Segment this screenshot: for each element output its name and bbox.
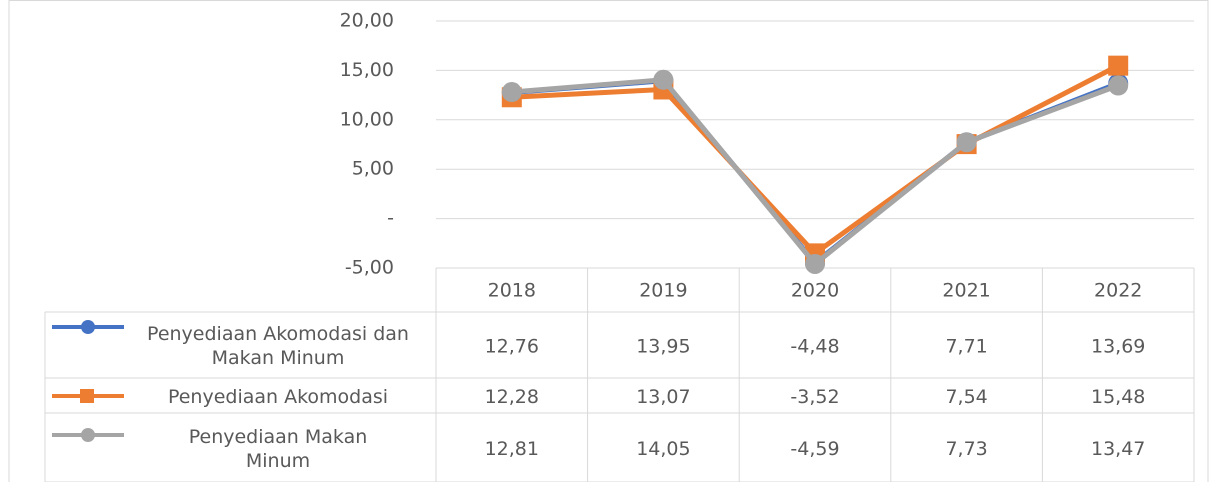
table-value: 12,81 bbox=[485, 438, 539, 460]
series-line bbox=[511, 77, 1120, 267]
table-value: 13,95 bbox=[636, 336, 690, 358]
chart-frame bbox=[8, 0, 1209, 482]
table-value: -3,52 bbox=[790, 386, 839, 408]
legend-entry: Penyediaan Akomodasi dan Makan Minum bbox=[147, 323, 409, 369]
x-tick-label: 2021 bbox=[942, 280, 990, 302]
table-value: 7,54 bbox=[945, 386, 987, 408]
table-value: 13,07 bbox=[636, 386, 690, 408]
table-value: 12,76 bbox=[485, 336, 539, 358]
table-value: 13,47 bbox=[1091, 438, 1145, 460]
y-tick-label: - bbox=[387, 207, 394, 229]
legend-entry: Penyediaan Akomodasi bbox=[167, 385, 389, 408]
x-tick-label: 2018 bbox=[488, 280, 536, 302]
series-line bbox=[511, 63, 1120, 256]
x-tick-label: 2019 bbox=[639, 280, 687, 302]
marker bbox=[1108, 55, 1129, 76]
marker bbox=[501, 82, 522, 103]
x-tick-label: 2020 bbox=[791, 280, 839, 302]
series-line bbox=[511, 78, 1120, 266]
table-value: 15,48 bbox=[1091, 386, 1145, 408]
legend-label: Penyediaan Makan Minum bbox=[188, 425, 368, 472]
y-tick-label: -5,00 bbox=[345, 257, 394, 279]
table-value: -4,59 bbox=[790, 438, 839, 460]
y-tick-label: 5,00 bbox=[352, 158, 394, 180]
legend-marker bbox=[80, 389, 94, 403]
table-value: -4,48 bbox=[790, 336, 839, 358]
y-tick-label: 20,00 bbox=[340, 10, 394, 32]
marker bbox=[805, 253, 825, 274]
legend-marker bbox=[81, 428, 95, 442]
marker bbox=[653, 69, 674, 90]
y-tick-label: 15,00 bbox=[340, 59, 394, 81]
table-value: 7,73 bbox=[945, 438, 987, 460]
marker bbox=[956, 132, 977, 153]
legend-entry: Penyediaan Makan Minum bbox=[188, 425, 368, 472]
legend-marker bbox=[81, 320, 95, 334]
table-value: 13,69 bbox=[1091, 336, 1145, 358]
x-tick-label: 2022 bbox=[1094, 280, 1142, 302]
y-tick-label: 10,00 bbox=[340, 108, 394, 130]
legend-label: Penyediaan Akomodasi bbox=[167, 385, 389, 408]
table-value: 14,05 bbox=[636, 438, 690, 460]
table-value: 7,71 bbox=[945, 336, 987, 358]
marker bbox=[1108, 75, 1129, 96]
legend-label: Penyediaan Akomodasi dan Makan Minum bbox=[147, 323, 409, 369]
table-value: 12,28 bbox=[485, 386, 539, 408]
